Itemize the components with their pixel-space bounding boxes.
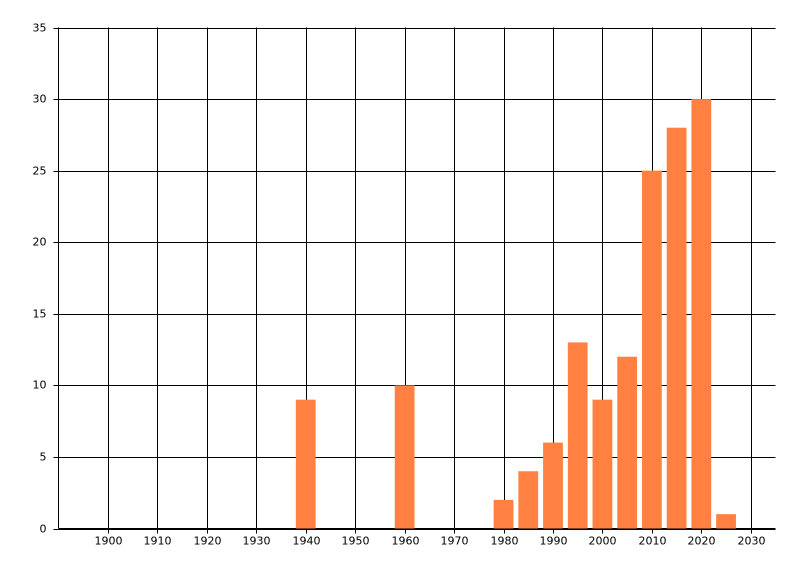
x-tick-label: 1990 (540, 535, 568, 548)
y-tick-label: 35 (33, 22, 47, 35)
x-tick-label: 1960 (392, 535, 420, 548)
x-tick-label: 1910 (144, 535, 172, 548)
x-tick-label: 1980 (491, 535, 519, 548)
y-tick-label: 15 (33, 308, 47, 321)
bar (641, 170, 662, 529)
x-tick-label: 1920 (194, 535, 222, 548)
x-tick-label: 2020 (688, 535, 716, 548)
y-tick-label: 10 (33, 379, 47, 392)
bar (617, 356, 638, 529)
bar (666, 127, 687, 529)
x-tick-label: 2010 (639, 535, 667, 548)
y-tick-label: 25 (33, 165, 47, 178)
y-tick-label: 30 (33, 93, 47, 106)
y-tick-label: 5 (40, 451, 47, 464)
x-tick-label: 1970 (441, 535, 469, 548)
x-tick-label: 1940 (293, 535, 321, 548)
y-tick-label: 0 (40, 523, 47, 536)
bar (295, 399, 316, 529)
x-tick-label: 2030 (738, 535, 766, 548)
bar (493, 499, 514, 529)
x-tick-label: 1900 (95, 535, 123, 548)
x-tick-label: 1950 (342, 535, 370, 548)
bar (592, 399, 613, 529)
x-tick-label: 2000 (589, 535, 617, 548)
y-tick-label: 20 (33, 236, 47, 249)
bar (567, 342, 588, 529)
bar (691, 99, 712, 529)
bar (543, 442, 563, 529)
bar (518, 471, 539, 529)
bar (716, 514, 736, 529)
x-tick-label: 1930 (243, 535, 271, 548)
bar (394, 385, 415, 529)
